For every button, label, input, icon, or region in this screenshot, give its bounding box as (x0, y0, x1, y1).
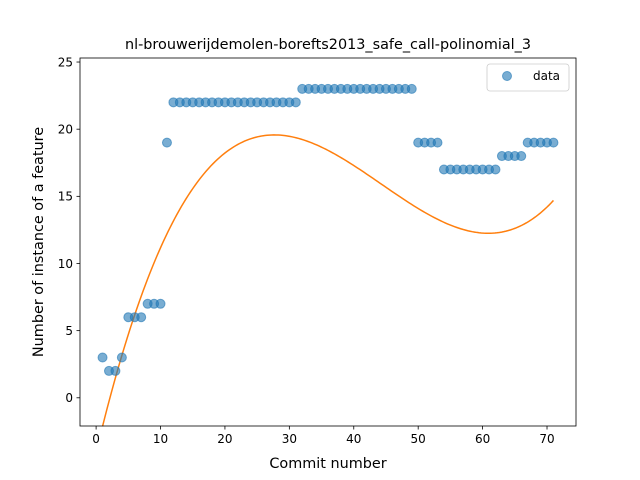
data-point (156, 299, 165, 308)
y-tick-label: 25 (58, 55, 73, 69)
data-point (98, 353, 107, 362)
data-point (291, 98, 300, 107)
x-tick-label: 70 (539, 432, 554, 446)
y-axis-label: Number of instance of a feature (31, 127, 47, 357)
data-point (407, 84, 416, 93)
y-tick-label: 20 (58, 122, 73, 136)
x-tick-label: 60 (475, 432, 490, 446)
plot-area (80, 58, 576, 426)
data-point (517, 152, 526, 161)
legend-label-data: data (533, 69, 560, 83)
y-tick-label: 15 (58, 190, 73, 204)
x-axis-label: Commit number (269, 456, 386, 472)
data-point (117, 353, 126, 362)
x-tick-label: 20 (217, 432, 232, 446)
data-point (433, 138, 442, 147)
y-tick-label: 5 (65, 324, 73, 338)
x-tick-label: 30 (282, 432, 297, 446)
data-point (162, 138, 171, 147)
x-tick-label: 50 (411, 432, 426, 446)
y-tick-label: 10 (58, 257, 73, 271)
y-axis-ticks: 0 5 10 15 20 25 (58, 55, 80, 405)
legend-marker-data (503, 72, 512, 81)
chart-title: nl-brouwerijdemolen-borefts2013_safe_cal… (125, 37, 531, 53)
x-tick-label: 40 (346, 432, 361, 446)
y-tick-label: 0 (65, 391, 73, 405)
data-point (549, 138, 558, 147)
data-point (111, 366, 120, 375)
x-axis-ticks: 0 10 20 30 40 50 60 70 (92, 426, 554, 446)
data-point (137, 313, 146, 322)
data-point (491, 165, 500, 174)
x-tick-label: 10 (153, 432, 168, 446)
x-tick-label: 0 (92, 432, 100, 446)
legend: data (487, 64, 569, 91)
